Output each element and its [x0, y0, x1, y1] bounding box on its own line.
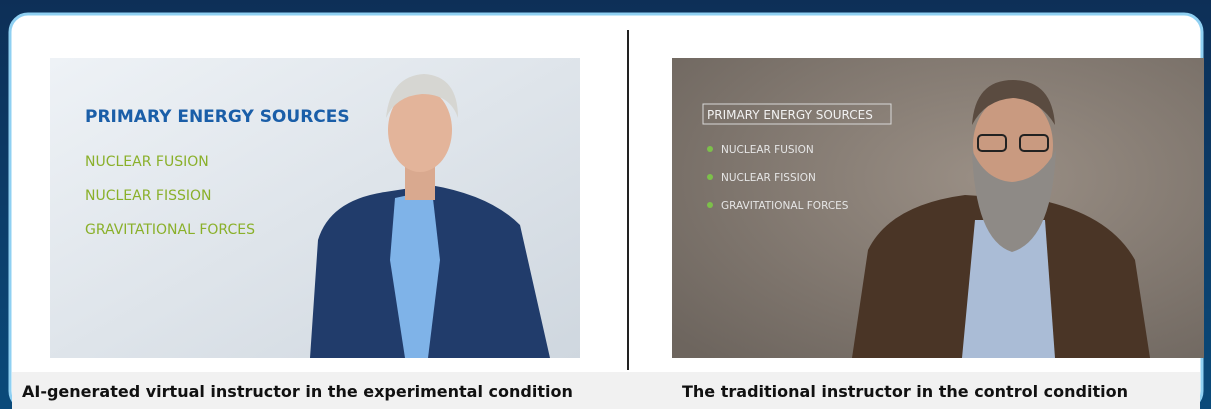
bullet: [707, 146, 713, 152]
slide-item: NUCLEAR FUSION: [721, 144, 814, 156]
slide-item: NUCLEAR FISSION: [85, 188, 211, 204]
slide-title: PRIMARY ENERGY SOURCES: [707, 108, 873, 122]
bullet: [707, 202, 713, 208]
caption: The traditional instructor in the contro…: [682, 382, 1128, 401]
caption: AI-generated virtual instructor in the e…: [22, 382, 573, 401]
slide-item: NUCLEAR FUSION: [85, 154, 209, 170]
slide-item: GRAVITATIONAL FORCES: [85, 222, 255, 238]
page: PRIMARY ENERGY SOURCES NUCLEAR FUSION NU…: [0, 0, 1211, 409]
slide-item: NUCLEAR FISSION: [721, 172, 816, 184]
bullet: [707, 174, 713, 180]
slide-item: GRAVITATIONAL FORCES: [721, 200, 849, 212]
figure: PRIMARY ENERGY SOURCES NUCLEAR FUSION NU…: [0, 0, 1211, 409]
slide-title: PRIMARY ENERGY SOURCES: [85, 107, 350, 127]
